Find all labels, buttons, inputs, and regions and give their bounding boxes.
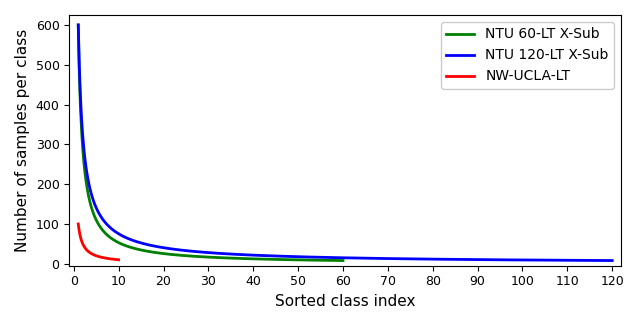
NTU 60-LT X-Sub [281, 258, 289, 261]
NTU 120-LT X-Sub [491, 258, 499, 262]
NW-UCLA-LT [91, 253, 99, 257]
NTU 60-LT X-Sub [191, 254, 198, 258]
Line: NTU 60-LT X-Sub: NTU 60-LT X-Sub [78, 25, 343, 260]
NW-UCLA-LT [106, 257, 113, 261]
NW-UCLA-LT [92, 254, 100, 258]
NW-UCLA-LT [102, 256, 110, 260]
NTU 120-LT X-Sub [609, 259, 616, 262]
NTU 120-LT X-Sub [74, 23, 82, 27]
NW-UCLA-LT [115, 258, 122, 262]
NW-UCLA-LT [79, 241, 86, 245]
NTU 60-LT X-Sub [182, 254, 189, 258]
Y-axis label: Number of samples per class: Number of samples per class [15, 29, 30, 252]
NTU 60-LT X-Sub [339, 259, 347, 262]
NTU 120-LT X-Sub [291, 255, 298, 259]
NW-UCLA-LT [107, 257, 115, 261]
X-axis label: Sorted class index: Sorted class index [275, 294, 415, 309]
NTU 120-LT X-Sub [129, 238, 136, 242]
NTU 60-LT X-Sub [102, 231, 109, 235]
Legend: NTU 60-LT X-Sub, NTU 120-LT X-Sub, NW-UCLA-LT: NTU 60-LT X-Sub, NTU 120-LT X-Sub, NW-UC… [441, 22, 614, 89]
NTU 60-LT X-Sub [256, 257, 264, 261]
Line: NW-UCLA-LT: NW-UCLA-LT [78, 224, 118, 260]
NTU 120-LT X-Sub [310, 255, 317, 259]
Line: NTU 120-LT X-Sub: NTU 120-LT X-Sub [78, 25, 612, 260]
NTU 120-LT X-Sub [441, 257, 449, 261]
NTU 60-LT X-Sub [285, 258, 293, 262]
NTU 120-LT X-Sub [500, 258, 508, 262]
NTU 60-LT X-Sub [74, 23, 82, 27]
NW-UCLA-LT [74, 222, 82, 226]
